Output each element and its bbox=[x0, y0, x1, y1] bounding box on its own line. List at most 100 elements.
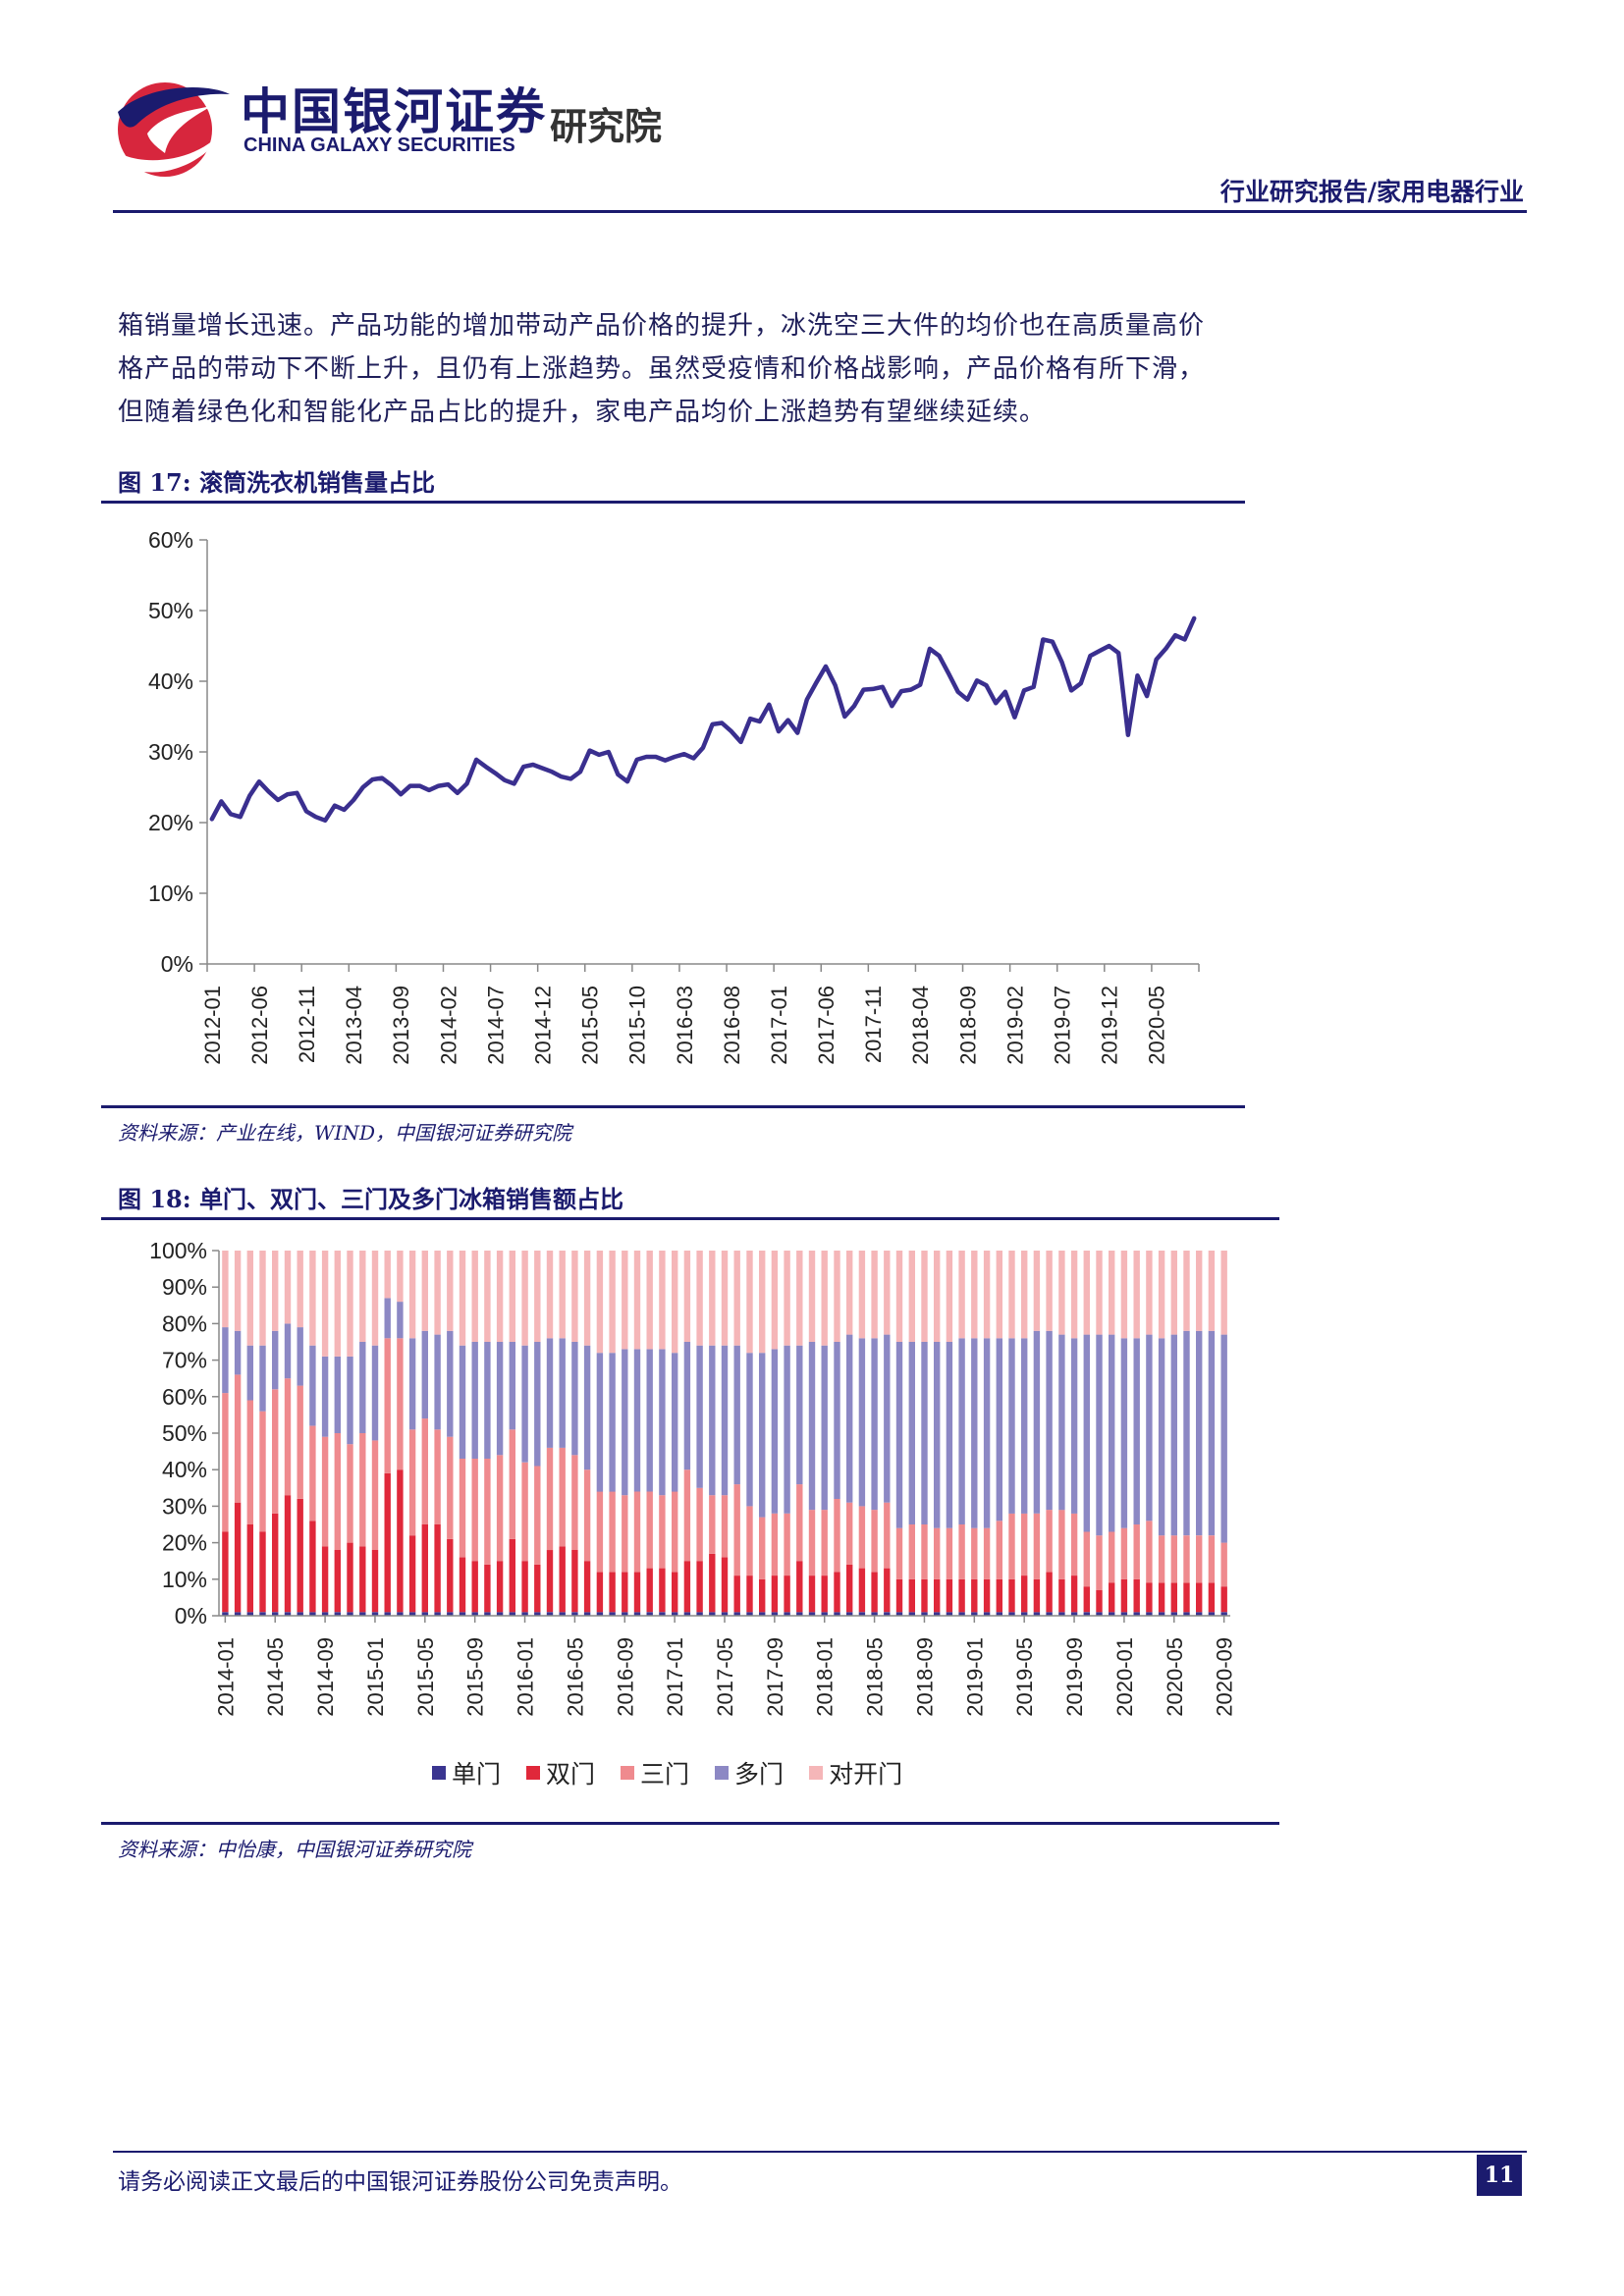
bar-segment bbox=[521, 1462, 528, 1562]
bar-segment bbox=[546, 1550, 554, 1613]
bar-segment bbox=[1033, 1330, 1041, 1514]
bar-segment bbox=[234, 1374, 242, 1503]
bar-segment bbox=[1109, 1612, 1115, 1616]
bar-segment bbox=[683, 1469, 691, 1562]
figure17-source: 资料来源：产业在线，WIND，中国银河证券研究院 bbox=[118, 1121, 571, 1145]
bar-segment bbox=[1109, 1582, 1115, 1613]
bar-segment bbox=[384, 1472, 391, 1613]
bar-segment bbox=[384, 1251, 391, 1299]
bar-segment bbox=[447, 1612, 454, 1616]
bar-segment bbox=[1083, 1612, 1090, 1616]
bar-segment bbox=[759, 1353, 766, 1518]
bar-segment bbox=[946, 1342, 953, 1528]
bar-segment bbox=[408, 1535, 416, 1613]
bar-segment bbox=[796, 1561, 803, 1613]
bar-segment bbox=[672, 1251, 678, 1354]
x-tick-label: 2017-11 bbox=[861, 986, 886, 1063]
bar-segment bbox=[583, 1345, 591, 1470]
x-tick-label: 2018-04 bbox=[908, 986, 933, 1065]
bar-segment bbox=[696, 1612, 703, 1616]
bar-segment bbox=[534, 1564, 541, 1613]
bar-segment bbox=[583, 1469, 591, 1562]
legend-label: 双门 bbox=[546, 1760, 596, 1789]
bar-segment bbox=[784, 1345, 790, 1514]
bar-segment bbox=[971, 1578, 978, 1613]
bar-segment bbox=[596, 1572, 604, 1613]
bar-segment bbox=[696, 1487, 703, 1562]
footer-disclaimer: 请务必阅读正文最后的中国银河证券股份公司免责声明。 bbox=[118, 2169, 682, 2195]
bar-segment bbox=[321, 1356, 329, 1437]
x-tick-label: 2014-07 bbox=[483, 986, 508, 1065]
bar-segment bbox=[1021, 1338, 1028, 1514]
bar-segment bbox=[908, 1251, 915, 1342]
bar-segment bbox=[1083, 1531, 1090, 1587]
bar-segment bbox=[559, 1251, 566, 1339]
bar-segment bbox=[334, 1612, 341, 1616]
bar-segment bbox=[259, 1345, 266, 1412]
x-tick-label: 2017-05 bbox=[713, 1637, 737, 1717]
bar-segment bbox=[659, 1612, 666, 1616]
bar-segment bbox=[1109, 1334, 1115, 1532]
bar-segment bbox=[521, 1345, 528, 1463]
figure17-bottom-rule bbox=[101, 1105, 1245, 1108]
bar-segment bbox=[1220, 1586, 1227, 1613]
y-tick-label: 90% bbox=[162, 1274, 207, 1300]
y-tick-label: 60% bbox=[162, 1384, 207, 1410]
bar-segment bbox=[1058, 1612, 1065, 1616]
bar-segment bbox=[784, 1251, 790, 1346]
y-tick-label: 0% bbox=[175, 1603, 207, 1629]
bar-segment bbox=[808, 1612, 816, 1616]
bar-segment bbox=[771, 1349, 779, 1514]
series-line bbox=[209, 615, 1197, 824]
bar-segment bbox=[834, 1612, 840, 1616]
x-tick-label: 2017-09 bbox=[763, 1637, 787, 1717]
legend-item: 多门 bbox=[715, 1755, 784, 1790]
bar-segment bbox=[471, 1342, 478, 1459]
bar-segment bbox=[546, 1338, 554, 1448]
figure18-top-rule bbox=[101, 1217, 1279, 1220]
x-tick-label: 2014-12 bbox=[530, 986, 555, 1065]
bar-segment bbox=[746, 1506, 753, 1576]
bar-segment bbox=[721, 1612, 729, 1616]
bar-segment bbox=[659, 1495, 666, 1569]
body-paragraph: 箱销量增长迅速。产品功能的增加带动产品价格的提升，冰洗空三大件的均价也在高质量高… bbox=[118, 304, 1237, 434]
x-tick-label: 2017-01 bbox=[663, 1637, 687, 1717]
bar-segment bbox=[583, 1561, 591, 1613]
y-tick-label: 40% bbox=[162, 1457, 207, 1482]
bar-segment bbox=[447, 1330, 454, 1437]
bar-segment bbox=[821, 1251, 828, 1346]
x-tick-label: 2015-10 bbox=[625, 986, 650, 1065]
x-tick-label: 2016-08 bbox=[720, 986, 744, 1065]
bar-segment bbox=[871, 1251, 878, 1339]
x-tick-label: 2012-01 bbox=[200, 986, 225, 1065]
bar-segment bbox=[633, 1612, 641, 1616]
bar-segment bbox=[908, 1612, 915, 1616]
bar-segment bbox=[834, 1342, 840, 1499]
bar-segment bbox=[646, 1491, 653, 1569]
bar-segment bbox=[509, 1342, 515, 1430]
bar-segment bbox=[272, 1330, 279, 1390]
bar-segment bbox=[321, 1546, 329, 1613]
bar-segment bbox=[733, 1345, 740, 1485]
bar-segment bbox=[496, 1342, 504, 1456]
bar-segment bbox=[633, 1572, 641, 1613]
bar-segment bbox=[484, 1251, 491, 1342]
x-tick-label: 2017-01 bbox=[767, 986, 791, 1065]
bar-segment bbox=[1033, 1578, 1041, 1613]
bar-segment bbox=[521, 1612, 528, 1616]
bar-segment bbox=[1183, 1251, 1190, 1331]
figure18-title: 图 18: 单门、双门、三门及多门冰箱销售额占比 bbox=[118, 1185, 623, 1213]
bar-segment bbox=[1183, 1330, 1190, 1536]
bar-segment bbox=[1170, 1582, 1177, 1613]
bar-segment bbox=[796, 1345, 803, 1485]
x-tick-label: 2018-01 bbox=[813, 1637, 838, 1717]
x-tick-label: 2013-09 bbox=[389, 986, 413, 1065]
bar-segment bbox=[846, 1502, 853, 1565]
bar-segment bbox=[683, 1251, 691, 1342]
y-tick-label: 10% bbox=[162, 1567, 207, 1592]
bar-segment bbox=[1096, 1535, 1103, 1590]
x-tick-label: 2012-11 bbox=[295, 986, 319, 1063]
bar-segment bbox=[371, 1550, 379, 1613]
bar-segment bbox=[496, 1561, 504, 1613]
x-tick-label: 2020-09 bbox=[1213, 1637, 1237, 1717]
